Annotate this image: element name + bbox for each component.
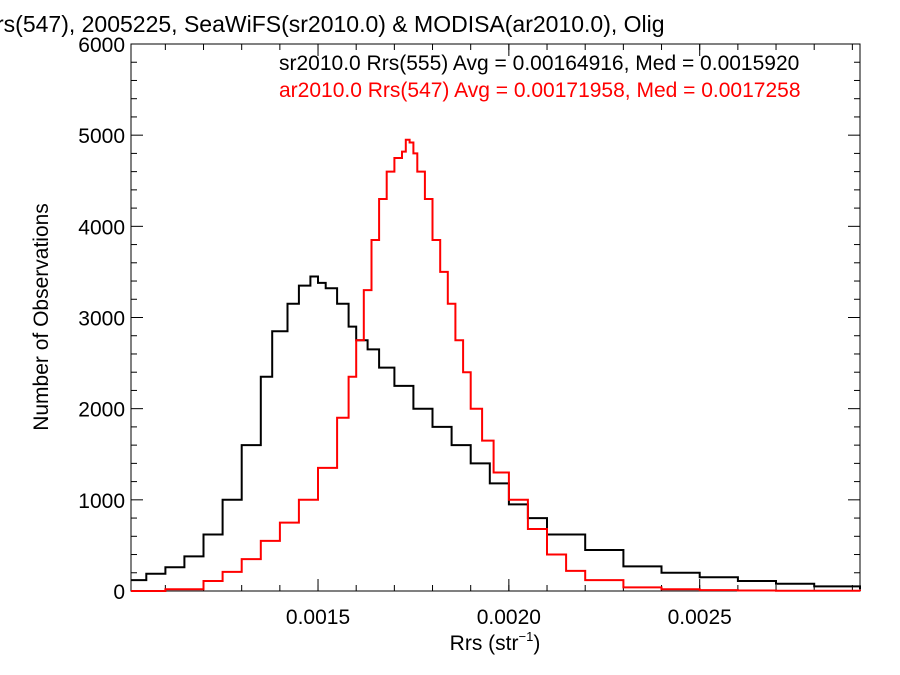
y-axis-label: Number of Observations [30, 203, 53, 431]
legend-entry-red: ar2010.0 Rrs(547) Avg = 0.00171958, Med … [279, 79, 801, 102]
legend-entry-black: sr2010.0 Rrs(555) Avg = 0.00164916, Med … [279, 52, 799, 75]
x-axis-label: Rrs (str−1) [450, 629, 541, 655]
y-tick-label: 1000 [78, 490, 125, 513]
y-tick-label: 5000 [78, 125, 125, 148]
plot-frame [130, 43, 861, 592]
x-axis: 0.0015 0.0020 0.0025 [164, 44, 853, 629]
y-tick-label: 0 [113, 581, 125, 604]
chart-title: rs(547), 2005225, SeaWiFS(sr2010.0) & MO… [0, 11, 665, 37]
series-line-red [131, 138, 861, 592]
x-tick-label: 0.0015 [286, 606, 350, 629]
y-tick-label: 4000 [78, 216, 125, 239]
series-line-black [131, 275, 861, 590]
series-layer [131, 138, 861, 592]
y-axis: 0 1000 2000 3000 4000 5000 6000 [78, 34, 860, 604]
y-tick-label: 6000 [78, 34, 125, 57]
y-tick-label: 3000 [78, 308, 125, 331]
y-tick-label: 2000 [78, 399, 125, 422]
x-tick-label: 0.0025 [668, 606, 732, 629]
x-tick-label: 0.0020 [477, 606, 541, 629]
